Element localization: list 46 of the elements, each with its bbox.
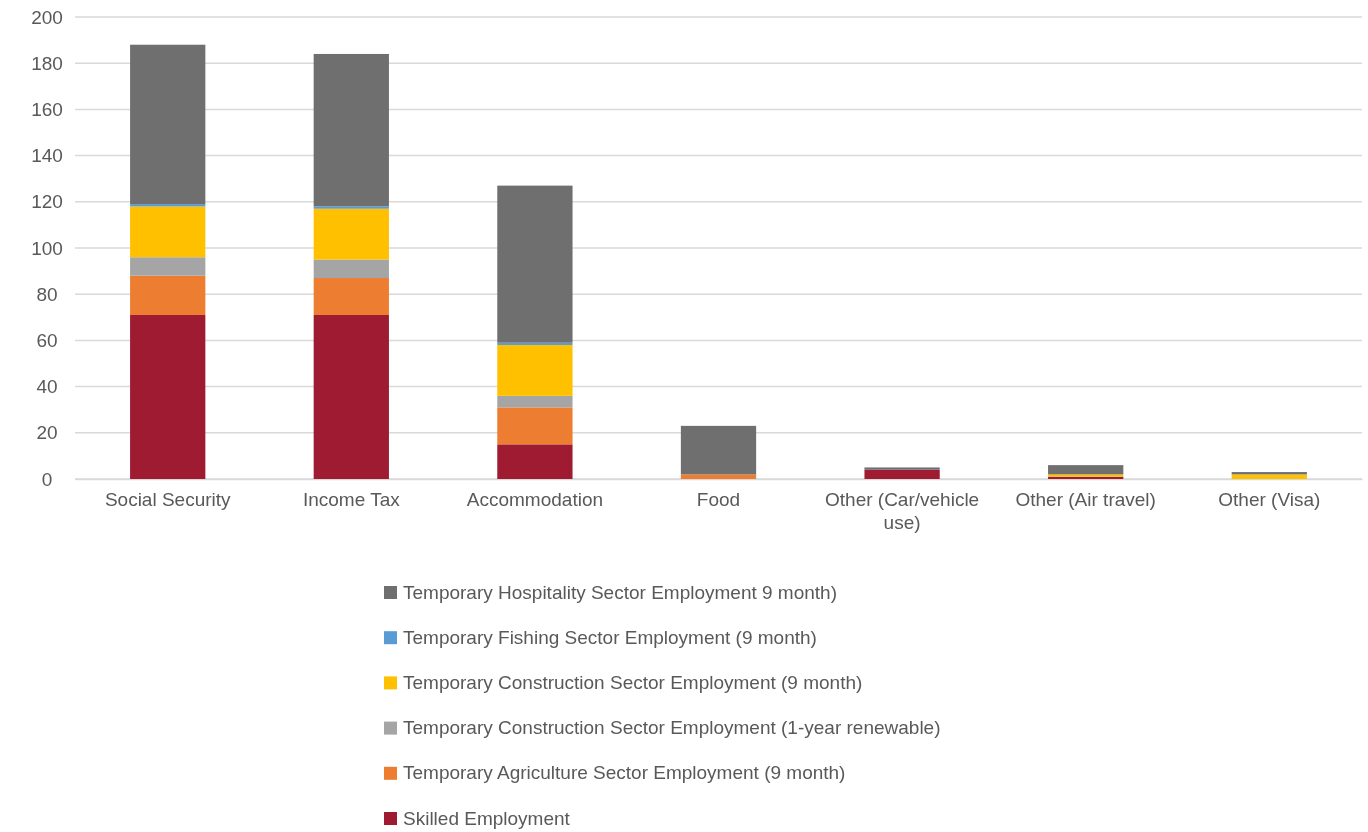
- legend-label: Temporary Fishing Sector Employment (9 month): [403, 626, 817, 648]
- bar: [497, 407, 573, 445]
- y-tick-label: 100: [31, 237, 63, 259]
- bar: [497, 185, 573, 343]
- x-tick-label: Accommodation: [466, 489, 604, 511]
- y-tick-label: 180: [31, 52, 63, 74]
- bar: [497, 345, 573, 396]
- bar: [1048, 465, 1124, 475]
- bar: [130, 257, 206, 276]
- bar: [313, 278, 389, 315]
- x-tick-label: Social Security: [104, 489, 232, 511]
- x-tick-label: Food: [696, 489, 741, 511]
- x-tick-label: Income Tax: [302, 489, 401, 511]
- x-tick-label: Other (Air travel): [1015, 489, 1156, 511]
- x-tick-label: Other (Car/vehicle use): [825, 489, 980, 534]
- bar: [130, 314, 206, 479]
- bar: [497, 444, 573, 479]
- y-tick-label: 60: [36, 329, 58, 351]
- y-tick-label: 200: [31, 6, 63, 28]
- bar: [313, 314, 389, 479]
- y-tick-label: 40: [36, 376, 58, 398]
- legend-label: Temporary Agriculture Sector Employment (9 month): [403, 762, 846, 784]
- bar: [130, 44, 206, 205]
- bar: [1231, 474, 1307, 479]
- bar: [864, 469, 940, 479]
- bar: [313, 206, 389, 209]
- x-tick-label: Other (Visa): [1218, 489, 1321, 511]
- legend-label: Temporary Construction Sector Employment (1-year renewable): [403, 717, 941, 739]
- y-tick-label: 20: [36, 422, 58, 444]
- bar: [680, 425, 757, 475]
- bar: [313, 259, 389, 279]
- y-tick-label: 140: [31, 145, 63, 167]
- bar: [313, 208, 389, 260]
- bar: [497, 395, 573, 408]
- legend-label: Temporary Hospitality Sector Employment 9 month): [403, 581, 837, 603]
- bar: [313, 53, 389, 207]
- y-tick-label: 80: [36, 283, 58, 305]
- legend-label: Temporary Construction Sector Employment (9 month): [403, 672, 863, 694]
- bar: [680, 474, 757, 479]
- y-tick-label: 160: [31, 98, 63, 120]
- legend-label: Skilled Employment: [403, 807, 571, 829]
- y-tick-label: 0: [41, 468, 53, 490]
- bar: [864, 467, 940, 470]
- bar: [130, 275, 206, 315]
- bar: [130, 206, 206, 258]
- y-tick-label: 120: [31, 191, 63, 213]
